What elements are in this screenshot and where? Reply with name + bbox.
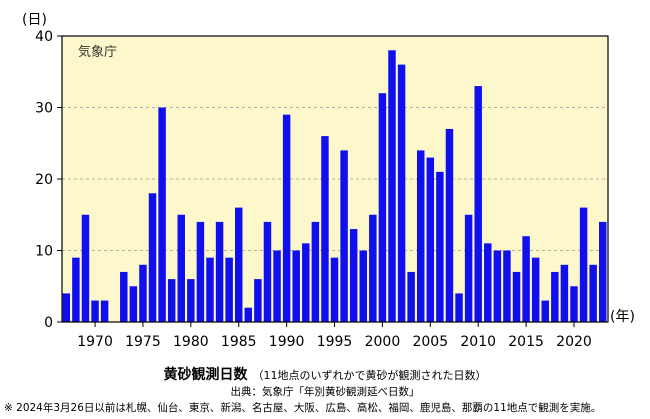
bar — [311, 221, 320, 322]
bar — [187, 279, 195, 322]
x-tick-label: 2015 — [508, 334, 544, 350]
x-tick-label: 1970 — [77, 334, 113, 350]
bar — [493, 250, 502, 322]
bar — [397, 64, 406, 322]
bar — [235, 207, 243, 322]
bar — [340, 150, 348, 322]
bar-series — [62, 50, 607, 323]
bar — [349, 229, 358, 322]
bar-chart: 0 10 20 30 40 1970 1975 1980 1985 1990 1995 2000 20… — [22, 12, 635, 350]
bar — [455, 293, 463, 322]
bar — [72, 257, 80, 322]
y-tick-label: 40 — [35, 29, 53, 45]
y-tick-label: 0 — [44, 315, 53, 331]
x-tick-label: 1990 — [269, 334, 305, 350]
bar — [445, 128, 454, 322]
x-tick-label: 1985 — [221, 334, 257, 350]
bar — [254, 279, 262, 322]
x-tick-label: 1980 — [173, 334, 209, 350]
bar — [359, 250, 367, 322]
bar — [388, 50, 396, 323]
x-tick-label: 2005 — [412, 334, 448, 350]
bar — [570, 286, 578, 322]
bar — [62, 293, 71, 322]
x-tick-label: 2020 — [556, 334, 592, 350]
bar — [292, 250, 300, 322]
bar — [330, 257, 339, 322]
bar — [531, 257, 540, 322]
caption-title: 黄砂観測日数 — [163, 367, 248, 383]
x-tick-label: 2010 — [460, 334, 496, 350]
bar — [321, 136, 329, 322]
bar — [599, 221, 607, 322]
bar — [579, 207, 588, 322]
bar — [91, 300, 99, 322]
caption-note: ※ 2024年3月26日以前は札幌、仙台、東京、新潟、名古屋、大阪、広島、高松、… — [4, 402, 602, 414]
caption-subtitle: （11地点のいずれかで黄砂が観測された日数） — [252, 369, 487, 382]
bar — [484, 243, 492, 322]
y-tick-label: 10 — [35, 244, 53, 260]
bar — [512, 271, 521, 322]
bar — [129, 286, 138, 322]
bar — [273, 250, 281, 322]
x-tick-label: 2000 — [365, 334, 401, 350]
bar — [100, 300, 109, 322]
bar — [541, 300, 549, 322]
bar — [436, 171, 444, 322]
bar — [139, 264, 147, 322]
bar — [417, 150, 425, 322]
bar — [503, 250, 511, 322]
bar — [206, 257, 214, 322]
bar — [282, 114, 291, 323]
y-tick-label: 20 — [35, 172, 53, 188]
bar — [302, 243, 310, 322]
bar — [215, 221, 224, 322]
bar — [560, 264, 569, 322]
bar — [551, 271, 559, 322]
y-axis-unit: (日) — [22, 12, 47, 28]
caption-source: 出典：気象庁「年別黄砂観測延べ日数」 — [230, 386, 420, 398]
bar — [81, 214, 90, 322]
bar — [426, 157, 435, 322]
bar — [120, 271, 128, 322]
bar — [196, 221, 205, 322]
bar — [263, 221, 272, 322]
bar — [522, 236, 530, 322]
bar — [464, 214, 473, 322]
bar — [589, 264, 597, 322]
x-tick-label: 1975 — [125, 334, 161, 350]
bar — [177, 214, 185, 322]
chart-caption-title: 黄砂観測日数 （11地点のいずれかで黄砂が観測された日数） — [0, 364, 650, 384]
bar — [148, 193, 157, 322]
bar — [474, 86, 482, 322]
y-tick-label: 30 — [35, 101, 53, 117]
x-axis-ticks: 1970 1975 1980 1985 1990 1995 2000 2005 2010 2015… — [77, 322, 592, 350]
x-axis-unit: (年) — [610, 309, 635, 325]
bar — [167, 279, 176, 322]
y-axis-ticks: 0 10 20 30 40 — [35, 29, 62, 331]
bar — [225, 257, 233, 322]
bar — [369, 214, 377, 322]
bar — [378, 93, 387, 322]
bar — [158, 107, 166, 322]
agency-label: 気象庁 — [78, 44, 117, 60]
x-tick-label: 1995 — [317, 334, 353, 350]
bar — [244, 307, 253, 322]
bar — [407, 271, 415, 322]
